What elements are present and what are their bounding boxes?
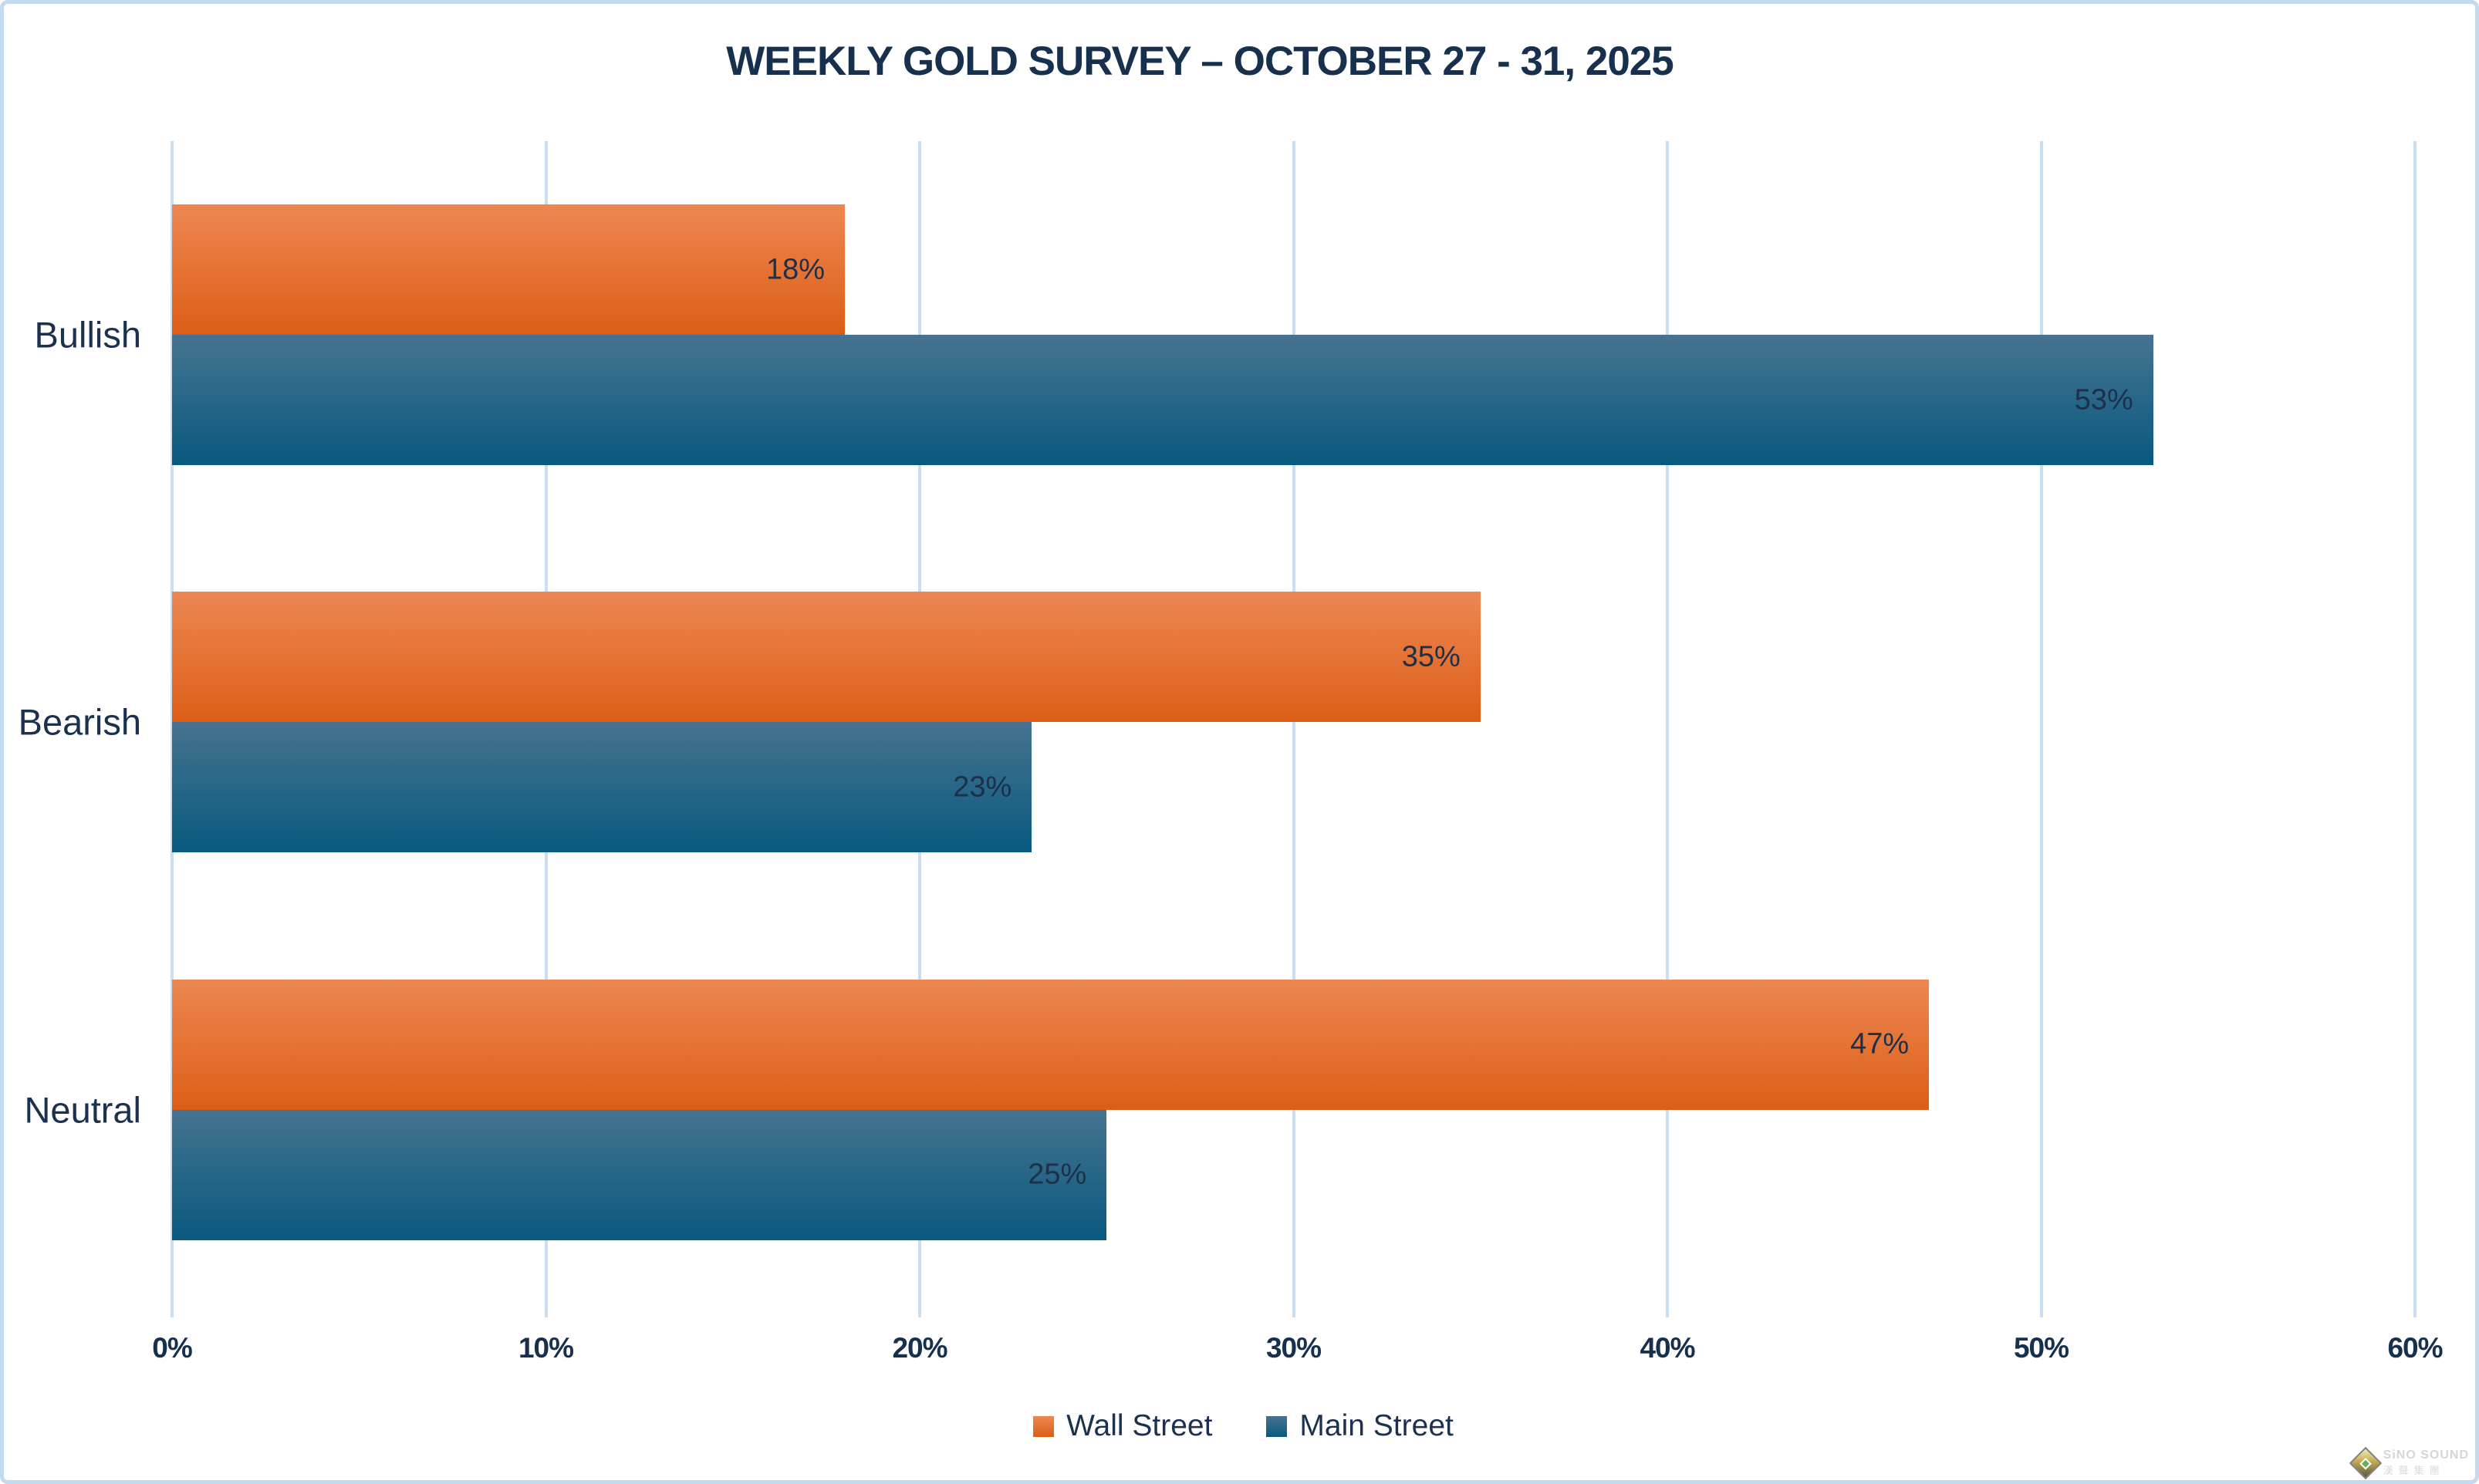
- legend-item-main-street: Main Street: [1266, 1409, 1454, 1443]
- x-axis-tick-label-0-: 0%: [152, 1332, 192, 1364]
- sino-sound-diamond-logo-icon: [2349, 1446, 2382, 1479]
- bar-main-street-bullish: 53%: [172, 335, 2153, 466]
- plot-area: Bullish 18% 53% Bearish 35% 23% Neutral 47% 25%: [19, 141, 2417, 1317]
- legend-item-wall-street: Wall Street: [1033, 1409, 1212, 1443]
- bar-value-label: 18%: [766, 253, 826, 286]
- chart-title: WEEKLY GOLD SURVEY – OCTOBER 27 - 31, 20…: [726, 39, 1674, 84]
- gridline-40-: [1666, 141, 1669, 1317]
- bar-wall-street-neutral: 47%: [172, 979, 1930, 1110]
- x-axis: 0% 10% 20% 30% 40% 50% 60%: [152, 1332, 2443, 1371]
- legend-swatch-main-street: [1266, 1415, 1288, 1437]
- legend-label-main-street: Main Street: [1299, 1409, 1454, 1442]
- bar-main-street-bearish: 23%: [172, 722, 1032, 853]
- bar-main-street-neutral: 25%: [172, 1109, 1107, 1240]
- bar-wall-street-bearish: 35%: [172, 592, 1481, 723]
- x-axis-tick-label-20-: 20%: [892, 1332, 947, 1364]
- x-axis-tick-label-50-: 50%: [2013, 1332, 2069, 1364]
- logo-center-square: [2359, 1456, 2372, 1469]
- legend-label-wall-street: Wall Street: [1066, 1409, 1213, 1442]
- legend: Wall Street Main Street: [4, 1409, 2475, 1443]
- bar-value-label: 47%: [1850, 1027, 1910, 1061]
- category-band-neutral: Neutral 47% 25%: [24, 916, 2415, 1304]
- x-axis-tick-label-10-: 10%: [518, 1332, 574, 1364]
- category-label-bullish: Bullish: [34, 314, 141, 356]
- gridline-50-: [2039, 141, 2043, 1317]
- category-band-bullish: Bullish 18% 53%: [35, 141, 2415, 528]
- bar-value-label: 53%: [2074, 383, 2133, 417]
- gridline-60-: [2413, 141, 2417, 1317]
- x-axis-tick-label-60-: 60%: [2387, 1332, 2443, 1364]
- bar-value-label: 35%: [1401, 640, 1461, 673]
- legend-swatch-wall-street: [1033, 1415, 1055, 1437]
- category-label-bearish: Bearish: [18, 701, 141, 743]
- watermark: SiNO SOUND 漢聲集團: [2349, 1446, 2469, 1479]
- watermark-cjk-name: 漢聲集團: [2383, 1465, 2445, 1476]
- watermark-text: SiNO SOUND 漢聲集團: [2383, 1449, 2469, 1477]
- category-label-neutral: Neutral: [24, 1089, 141, 1131]
- category-rows: Bullish 18% 53% Bearish 35% 23% Neutral 47% 25%: [19, 141, 2415, 1304]
- bar-value-label: 25%: [1028, 1158, 1087, 1191]
- x-axis-tick-label-30-: 30%: [1265, 1332, 1322, 1364]
- watermark-brand-name: SiNO SOUND: [2383, 1449, 2469, 1462]
- x-axis-tick-label-40-: 40%: [1640, 1332, 1695, 1364]
- bar-wall-street-bullish: 18%: [172, 204, 846, 336]
- category-band-bearish: Bearish 35% 23%: [19, 528, 2415, 916]
- gridline-30-: [1292, 141, 1295, 1317]
- bar-value-label: 23%: [953, 771, 1012, 804]
